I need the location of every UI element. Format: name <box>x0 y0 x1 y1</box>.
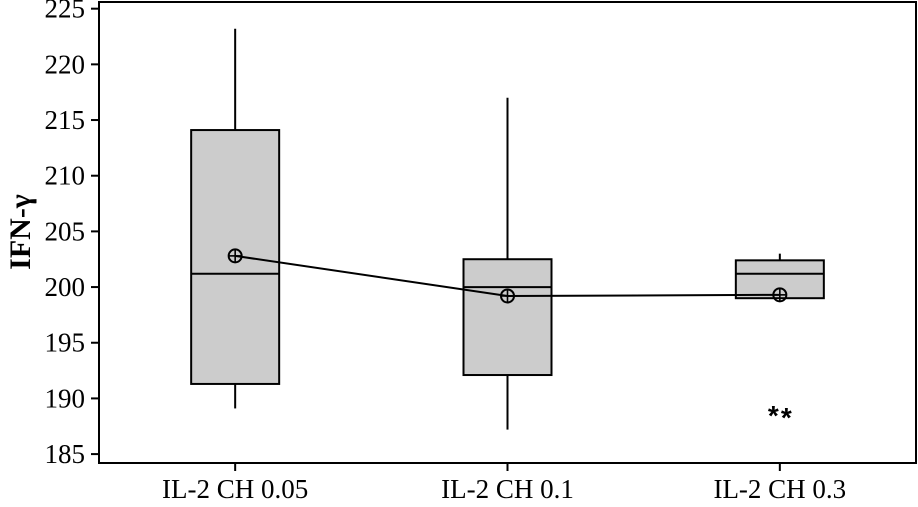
y-tick-label: 190 <box>45 383 86 413</box>
outlier-mark: * <box>768 400 779 431</box>
y-tick-label: 215 <box>45 105 86 135</box>
x-axis: IL-2 CH 0.05 IL-2 CH 0.1 IL-2 CH 0.3 <box>162 463 846 504</box>
y-tick-label: 210 <box>45 161 86 191</box>
y-tick-label: 220 <box>45 49 86 79</box>
y-tick-label: 225 <box>45 0 86 24</box>
outliers: * * <box>768 400 792 433</box>
x-tick-label: IL-2 CH 0.1 <box>441 474 574 504</box>
mean-marker <box>772 287 788 303</box>
boxes <box>190 28 825 430</box>
mean-marker <box>500 288 515 304</box>
y-axis-label: IFN-γ <box>4 194 37 270</box>
y-tick-label: 195 <box>45 328 86 358</box>
outlier-mark: * <box>781 402 792 433</box>
x-tick-label: IL-2 CH 0.05 <box>162 474 308 504</box>
mean-markers <box>227 248 788 304</box>
mean-marker <box>227 248 243 264</box>
box-group <box>190 28 281 409</box>
y-tick-label: 205 <box>45 216 86 246</box>
x-tick-label: IL-2 CH 0.3 <box>713 474 846 504</box>
y-axis: 185 190 195 200 205 210 215 220 225 <box>45 0 99 469</box>
y-tick-label: 185 <box>45 439 86 469</box>
box <box>462 258 553 377</box>
box-group <box>462 97 553 430</box>
y-tick-label: 200 <box>45 272 86 302</box>
